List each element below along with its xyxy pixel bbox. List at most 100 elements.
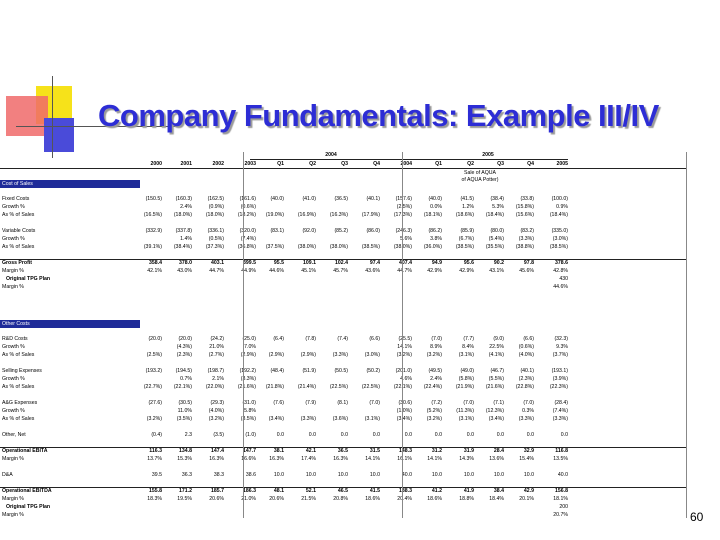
cell-value: (85.2) xyxy=(334,228,348,234)
table-row: A&G Expenses (27.6) (30.5) (29.3) (31.0) (7.6… xyxy=(0,400,720,407)
cell-value: (2.9%) xyxy=(268,352,284,358)
cell-value: 10.0 xyxy=(463,472,474,478)
table-row: Margin % 13.7% 15.3% 16.3% 16.6% 16.3% 17.4% 16… xyxy=(0,456,720,463)
cell-value: (38.5%) xyxy=(361,244,380,250)
cell-value: (5.2%) xyxy=(426,408,442,414)
decor-red-square xyxy=(6,96,48,136)
cell-value: 10.0 xyxy=(369,472,380,478)
cell-value: 14.1% xyxy=(427,456,442,462)
table-row: Fixed Costs (150.5) (160.3) (162.5) (161.6) (… xyxy=(0,196,720,203)
cell-value: (161.6) xyxy=(239,196,256,202)
row-label: Selling Expenses xyxy=(2,368,42,374)
cell-value: 399.5 xyxy=(243,260,256,266)
row-label: Gross Profit xyxy=(2,260,32,266)
cell-value: (7.0) xyxy=(431,336,442,342)
cell-value: (21.8%) xyxy=(265,384,284,390)
cell-value: 0.3% xyxy=(522,408,534,414)
cell-value: (3.3%) xyxy=(518,416,534,422)
cell-value: (3.2%) xyxy=(146,416,162,422)
cell-value: (18.4%) xyxy=(485,212,504,218)
cell-value: 0.0 xyxy=(276,432,284,438)
cell-value: (17.9%) xyxy=(361,212,380,218)
row-label: Original TPG Plan xyxy=(6,504,51,510)
cell-value: (193.1) xyxy=(551,368,568,374)
cell-value: 20.1% xyxy=(519,496,534,502)
cell-value: (29.3) xyxy=(210,400,224,406)
table-row: Margin % 42.1% 43.0% 44.7% 44.9% 44.6% 45.1% 45… xyxy=(0,268,720,275)
cell-value: 18.4% xyxy=(489,496,504,502)
row-label: Other, Net xyxy=(2,432,26,438)
cell-value: 1.4% xyxy=(180,236,192,242)
cell-value: (7.8) xyxy=(305,336,316,342)
cell-value: (1.0) xyxy=(245,432,256,438)
column-header: 2005 xyxy=(556,161,568,167)
row-label: Operational EBITDA xyxy=(2,488,52,494)
row-label: As % of Sales xyxy=(2,244,35,250)
cell-value: 16.6% xyxy=(241,456,256,462)
table-row: Growth % 11.0% (4.0%) 5.8% (1.0%) (5.2%) (11.3… xyxy=(0,408,720,415)
cell-value: 109.1 xyxy=(303,260,316,266)
cell-value: (20.0) xyxy=(148,336,162,342)
cell-value: (7.0) xyxy=(463,400,474,406)
table-row: Original TPG Plan 430 xyxy=(0,276,720,283)
row-rule xyxy=(0,259,686,260)
cell-value: (24.2) xyxy=(210,336,224,342)
cell-value: (22.1%) xyxy=(393,384,412,390)
cell-value: (16.3%) xyxy=(329,212,348,218)
cell-value: (32.3) xyxy=(554,336,568,342)
cell-value: 43.1% xyxy=(489,268,504,274)
cell-value: 0.0 xyxy=(340,432,348,438)
cell-value: 116.3 xyxy=(149,448,162,454)
cell-value: (83.2) xyxy=(520,228,534,234)
cell-value: 31.5 xyxy=(369,448,380,454)
cell-value: 36.3 xyxy=(181,472,192,478)
cell-value: (2.7%) xyxy=(208,352,224,358)
cell-value: 9.3% xyxy=(556,344,568,350)
cell-value: (83.1) xyxy=(270,228,284,234)
cell-value: (51.9) xyxy=(302,368,316,374)
cell-value: 188.3 xyxy=(399,488,412,494)
cell-value: (38.0%) xyxy=(329,244,348,250)
table-row: Margin % 44.6% xyxy=(0,284,720,291)
cell-value: (85.9) xyxy=(460,228,474,234)
cell-value: (0.5%) xyxy=(208,236,224,242)
cell-value: (39.1%) xyxy=(143,244,162,250)
cell-value: 52.1 xyxy=(305,488,316,494)
cell-value: 16.3% xyxy=(269,456,284,462)
cell-value: (2.3%) xyxy=(176,352,192,358)
cell-value: (38.4%) xyxy=(173,244,192,250)
cell-value: 8.4% xyxy=(462,344,474,350)
column-divider xyxy=(243,152,244,518)
cell-value: (22.0%) xyxy=(205,384,224,390)
cell-value: (3.6%) xyxy=(332,416,348,422)
row-label: Margin % xyxy=(2,456,24,462)
cell-value: (33.8) xyxy=(520,196,534,202)
column-header: 2004 xyxy=(400,161,412,167)
decor-vertical-line xyxy=(52,76,53,158)
row-label: Margin % xyxy=(2,496,24,502)
cell-value: (20.0) xyxy=(178,336,192,342)
cell-value: (7.0) xyxy=(523,400,534,406)
section-band: Other Costs xyxy=(0,320,140,328)
cell-value: (3.2%) xyxy=(426,416,442,422)
cell-value: (0.4) xyxy=(151,432,162,438)
cell-value: 43.0% xyxy=(177,268,192,274)
cell-value: 0.9% xyxy=(556,204,568,210)
cell-value: 13.7% xyxy=(147,456,162,462)
cell-value: 36.5 xyxy=(337,448,348,454)
cell-value: 18.6% xyxy=(427,496,442,502)
cell-value: 20.7% xyxy=(553,512,568,518)
column-header: 2000 xyxy=(150,161,162,167)
row-label: Growth % xyxy=(2,344,25,350)
cell-value: (4.3%) xyxy=(176,344,192,350)
cell-value: (246.3) xyxy=(395,228,412,234)
cell-value: (11.3%) xyxy=(456,408,474,414)
row-label: Growth % xyxy=(2,408,25,414)
page-title: Company Fundamentals: Example III/IV xyxy=(98,98,659,133)
cell-value: (22.7%) xyxy=(143,384,162,390)
cell-value: 186.3 xyxy=(243,488,256,494)
table-row: Variable Costs (332.9) (337.8) (336.1) (320.… xyxy=(0,228,720,235)
cell-value: 41.5 xyxy=(369,488,380,494)
cell-value: (28.4) xyxy=(554,400,568,406)
cell-value: 44.7% xyxy=(209,268,224,274)
